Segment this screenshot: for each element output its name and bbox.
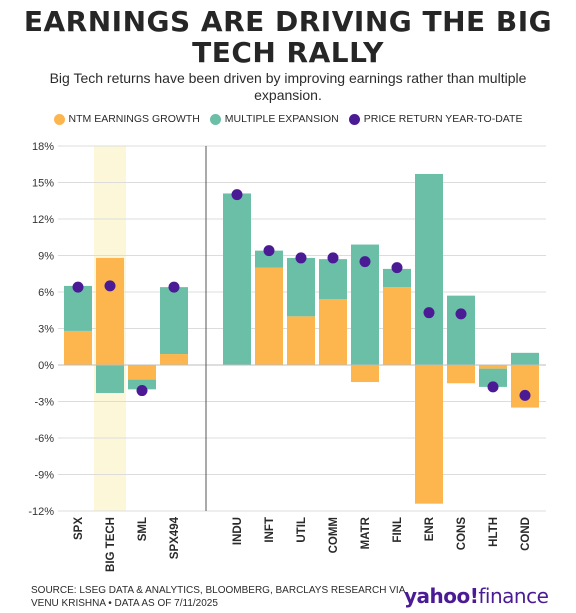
y-tick-label-1: 15% <box>32 178 54 190</box>
legend-swatch-multiple <box>209 113 221 125</box>
x-tick-label-sml: SML <box>137 517 149 541</box>
x-tick-label-hlth: HLTH <box>488 517 500 547</box>
dot-price-spx494 <box>168 281 180 293</box>
y-tick-label-0: 18% <box>32 141 54 153</box>
legend-swatch-earnings <box>53 113 65 125</box>
x-tick-label-big-tech: BIG TECH <box>105 517 117 572</box>
logo-suffix: finance <box>478 584 549 608</box>
x-tick-label-util: UTIL <box>296 517 308 543</box>
dot-price-enr <box>423 307 435 319</box>
source-note: SOURCE: LSEG DATA & ANALYTICS, BLOOMBERG… <box>31 585 405 609</box>
bar-earnings-util <box>287 316 315 365</box>
bar-earnings-spx494 <box>160 354 188 365</box>
bar-multiple-spx <box>64 285 92 331</box>
chart-title-line-1: EARNINGS ARE DRIVING THE BIG <box>23 5 553 38</box>
bar-multiple-spx494 <box>160 287 188 355</box>
x-tick-label-indu: INDU <box>232 517 244 545</box>
x-tick-label-enr: ENR <box>424 516 436 541</box>
x-tick-label-finl: FINL <box>392 517 404 543</box>
dot-price-big-tech <box>104 280 116 292</box>
legend-label-earnings: NTM EARNINGS GROWTH <box>68 113 200 125</box>
x-tick-label-inft: INFT <box>264 517 276 543</box>
x-tick-label-cond: COND <box>520 517 532 551</box>
bar-multiple-cond <box>511 352 539 365</box>
bar-earnings-inft <box>255 267 283 365</box>
legend-item-multiple: MULTIPLE EXPANSION <box>209 113 339 125</box>
bar-multiple-cons <box>447 295 475 365</box>
bar-multiple-comm <box>319 259 347 300</box>
logo-main: yahoo! <box>404 584 479 608</box>
x-tick-label-spx494: SPX494 <box>169 516 181 559</box>
dot-price-comm <box>327 252 339 264</box>
x-tick-label-spx: SPX <box>73 517 85 540</box>
y-tick-label-9: -9% <box>34 470 54 482</box>
bar-multiple-sml <box>128 379 156 390</box>
dot-price-cons <box>455 308 467 320</box>
dot-price-matr <box>359 256 371 268</box>
y-tick-label-10: -12% <box>28 506 54 518</box>
bar-multiple-hlth <box>479 368 507 387</box>
bar-earnings-cond <box>511 365 539 408</box>
legend-label-multiple: MULTIPLE EXPANSION <box>224 113 339 125</box>
y-tick-label-8: -6% <box>34 433 54 445</box>
dot-price-sml <box>136 385 148 397</box>
legend-label-price: PRICE RETURN YEAR-TO-DATE <box>363 113 523 125</box>
bar-earnings-spx <box>64 330 92 365</box>
dot-price-finl <box>391 262 403 274</box>
bar-earnings-enr <box>415 365 443 504</box>
x-tick-label-cons: CONS <box>456 517 468 551</box>
bar-multiple-finl <box>383 268 411 288</box>
bar-multiple-enr <box>415 173 443 365</box>
bar-multiple-big-tech <box>96 365 124 393</box>
bar-earnings-matr <box>351 365 379 383</box>
bar-earnings-hlth <box>479 365 507 369</box>
bar-earnings-comm <box>319 299 347 365</box>
x-tick-label-comm: COMM <box>328 517 340 553</box>
dot-price-hlth <box>487 381 499 393</box>
y-tick-label-7: -3% <box>34 397 54 409</box>
y-tick-label-5: 3% <box>38 324 54 336</box>
dot-price-cond <box>519 389 531 401</box>
y-tick-label-2: 12% <box>32 214 54 226</box>
bar-multiple-util <box>287 257 315 317</box>
legend-item-earnings: NTM EARNINGS GROWTH <box>53 113 200 125</box>
bar-earnings-cons <box>447 365 475 384</box>
yahoo-finance-logo: yahoo!finance <box>404 584 549 608</box>
bar-earnings-big-tech <box>96 257 124 365</box>
x-tick-label-matr: MATR <box>360 516 372 549</box>
bar-multiple-indu <box>223 193 251 365</box>
dot-price-util <box>295 252 307 264</box>
chart-title-line-2: TECH RALLY <box>192 36 384 69</box>
dot-price-indu <box>231 189 243 201</box>
bar-earnings-finl <box>383 287 411 365</box>
legend-swatch-price <box>348 113 360 125</box>
bar-multiple-inft <box>255 250 283 268</box>
dot-price-inft <box>263 245 275 257</box>
legend-item-price: PRICE RETURN YEAR-TO-DATE <box>348 113 523 125</box>
chart-subtitle: Big Tech returns have been driven by imp… <box>49 70 527 103</box>
y-tick-label-3: 9% <box>38 251 54 263</box>
dot-price-spx <box>72 281 84 293</box>
chart-title: EARNINGS ARE DRIVING THE BIG TECH RALLY <box>0 6 576 68</box>
y-tick-label-6: 0% <box>38 360 54 372</box>
y-tick-label-4: 6% <box>38 287 54 299</box>
bar-earnings-sml <box>128 365 156 380</box>
chart-legend: NTM EARNINGS GROWTH MULTIPLE EXPANSION P… <box>0 113 576 125</box>
